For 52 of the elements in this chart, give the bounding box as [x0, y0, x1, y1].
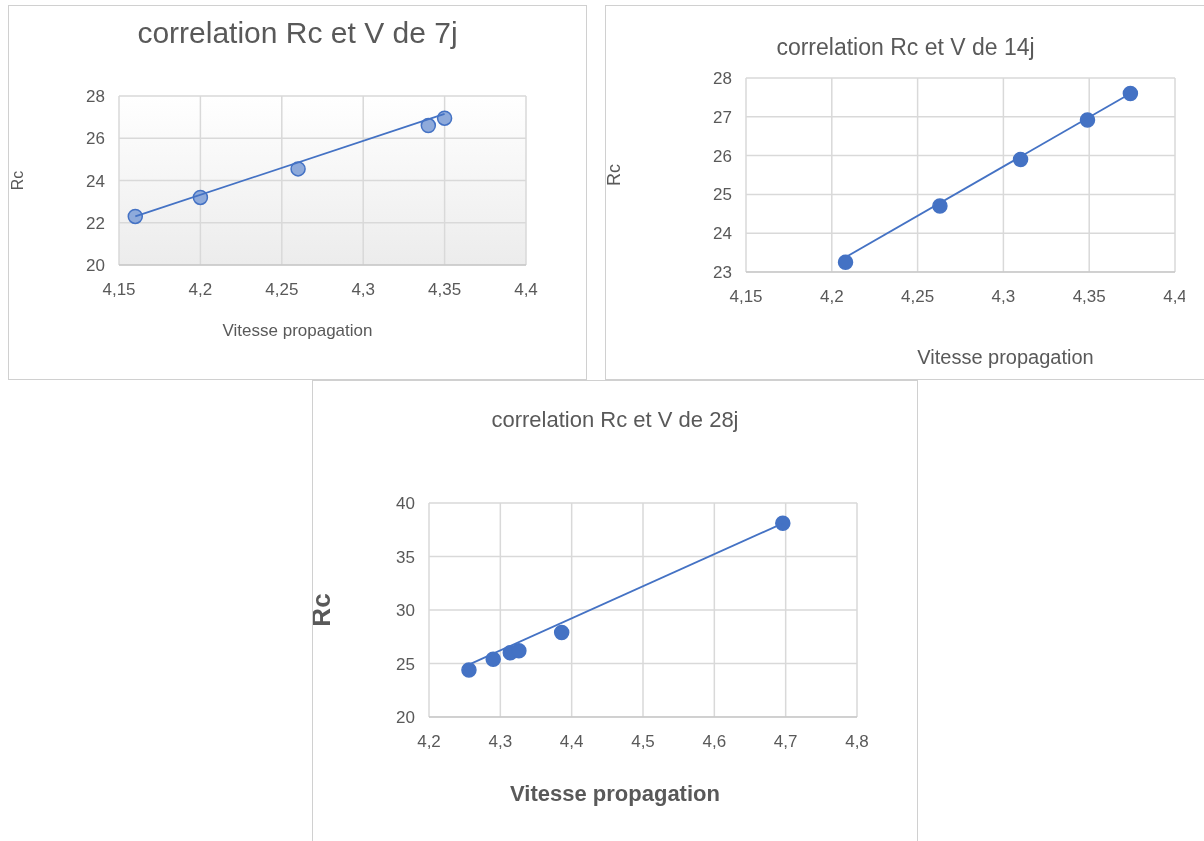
- point: [290, 161, 306, 177]
- y-tick-label: 28: [86, 87, 105, 107]
- y-tick-label: 25: [713, 185, 732, 205]
- x-tick-label: 4,7: [773, 732, 798, 752]
- x-tick-label: 4,25: [901, 287, 935, 307]
- x-tick-label: 4,2: [188, 280, 213, 300]
- point: [511, 642, 527, 659]
- y-tick-label: 35: [396, 547, 415, 567]
- x-tick-label: 4,4: [514, 280, 538, 300]
- y-tick-label: 23: [713, 263, 732, 283]
- y-tick-label: 22: [86, 213, 105, 233]
- y-tick-label: 30: [396, 601, 415, 621]
- chart-title: correlation Rc et V de 28j: [490, 407, 740, 433]
- x-axis-title: Vitesse propagation: [916, 346, 1095, 369]
- point: [436, 110, 453, 126]
- x-tick-label: 4,2: [417, 732, 441, 752]
- x-tick-label: 4,6: [702, 732, 727, 752]
- y-tick-label: 40: [396, 494, 415, 514]
- y-tick-label: 24: [86, 171, 105, 191]
- y-axis-title: Rc: [306, 593, 337, 627]
- point: [553, 624, 570, 641]
- point: [127, 208, 144, 225]
- point: [1122, 85, 1139, 102]
- chart-title: correlation Rc et V de 7j: [136, 16, 459, 50]
- point: [837, 254, 854, 271]
- x-tick-label: 4,15: [102, 280, 136, 300]
- x-tick-label: 4,35: [1072, 287, 1106, 307]
- point: [775, 515, 791, 532]
- chart-title: correlation Rc et V de 14j: [775, 34, 1036, 61]
- x-tick-label: 4,5: [631, 732, 655, 752]
- x-tick-label: 4,8: [845, 732, 869, 752]
- y-tick-label: 27: [713, 107, 732, 127]
- x-tick-label: 4,3: [991, 287, 1016, 307]
- y-tick-label: 26: [713, 146, 732, 166]
- x-axis-title: Vitesse propagation: [221, 321, 374, 341]
- x-tick-label: 4,35: [428, 280, 462, 300]
- y-axis-title: Rc: [604, 164, 625, 186]
- point: [461, 662, 477, 678]
- x-tick-label: 4,25: [265, 280, 299, 300]
- y-tick-label: 25: [396, 654, 415, 674]
- x-tick-label: 4,2: [819, 287, 844, 307]
- y-tick-label: 26: [86, 129, 105, 149]
- x-tick-label: 4,3: [351, 280, 376, 300]
- y-tick-label: 20: [396, 708, 415, 728]
- x-tick-label: 4,3: [488, 732, 513, 752]
- x-tick-label: 4,4: [559, 732, 584, 752]
- y-axis-title: Rc: [8, 170, 26, 191]
- x-tick-label: 4,15: [729, 287, 763, 307]
- x-axis-title: Vitesse propagation: [509, 781, 721, 807]
- y-tick-label: 24: [713, 224, 732, 244]
- y-tick-label: 28: [713, 69, 732, 89]
- y-tick-label: 20: [86, 256, 105, 276]
